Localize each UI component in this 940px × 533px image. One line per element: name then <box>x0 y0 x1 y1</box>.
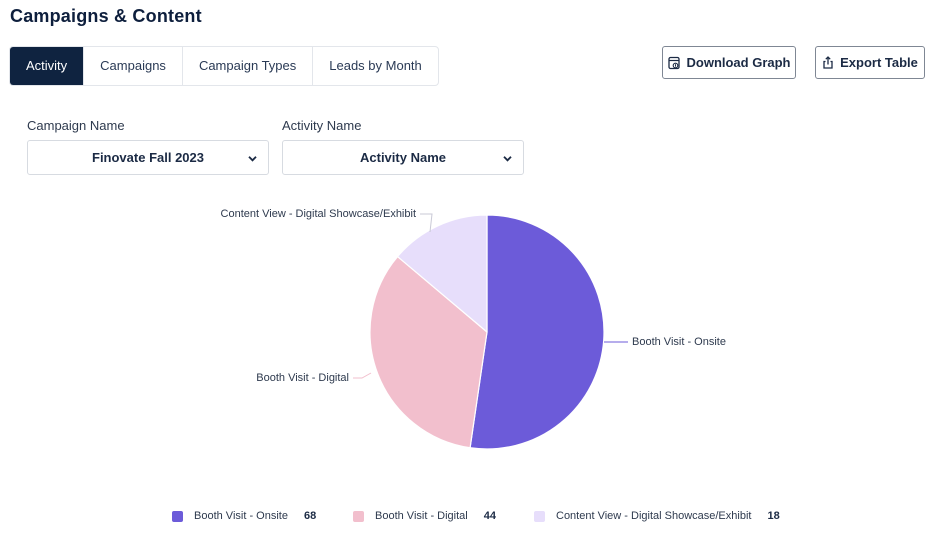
activity-name-select[interactable]: Activity Name <box>282 140 524 175</box>
legend-label: Content View - Digital Showcase/Exhibit <box>556 510 752 522</box>
download-graph-label: Download Graph <box>686 55 791 70</box>
legend-value: 68 <box>303 510 317 522</box>
campaign-name-value: Finovate Fall 2023 <box>92 150 204 165</box>
legend-label: Booth Visit - Onsite <box>194 510 288 522</box>
pie-slice-onsite[interactable] <box>469 214 605 450</box>
tab-bar: Activity Campaigns Campaign Types Leads … <box>9 46 439 86</box>
download-graph-button[interactable]: Download Graph <box>662 46 796 79</box>
legend-label: Booth Visit - Digital <box>375 510 468 522</box>
legend-value: 44 <box>483 510 496 522</box>
chevron-down-icon <box>502 152 513 167</box>
legend-swatch-digital <box>353 510 364 522</box>
activity-name-value: Activity Name <box>360 150 446 165</box>
chart-legend: Booth Visit - Onsite 68 Booth Visit - Di… <box>0 510 940 526</box>
tab-campaign-types[interactable]: Campaign Types <box>183 47 314 85</box>
campaign-name-label: Campaign Name <box>27 118 125 133</box>
activity-name-label: Activity Name <box>282 118 362 133</box>
campaign-name-select[interactable]: Finovate Fall 2023 <box>27 140 269 175</box>
legend-value: 18 <box>767 510 780 522</box>
legend-swatch-onsite <box>172 510 183 522</box>
pie-leader-line <box>420 213 433 233</box>
pie-label-onsite: Booth Visit - Onsite <box>632 336 726 348</box>
tab-activity[interactable]: Activity <box>10 47 85 85</box>
pie-slice-digital[interactable] <box>369 255 488 449</box>
download-graph-icon <box>667 56 681 70</box>
export-icon <box>822 56 834 69</box>
pie-chart: Booth Visit - Onsite Booth Visit - Digita… <box>221 208 726 450</box>
pie-slice-content-view[interactable] <box>396 214 488 334</box>
legend-item[interactable]: Booth Visit - Digital 44 <box>353 510 496 522</box>
pie-label-content-view: Content View - Digital Showcase/Exhibit <box>221 208 416 220</box>
export-table-button[interactable]: Export Table <box>815 46 925 79</box>
tab-leads-by-month[interactable]: Leads by Month <box>329 58 422 73</box>
page-title: Campaigns & Content <box>10 6 202 26</box>
legend-item[interactable]: Booth Visit - Onsite 68 <box>172 510 316 522</box>
legend-swatch-content-view <box>534 510 545 522</box>
pie-leader-line <box>353 372 372 379</box>
legend-item[interactable]: Content View - Digital Showcase/Exhibit … <box>534 510 780 522</box>
export-table-label: Export Table <box>840 55 918 70</box>
chevron-down-icon <box>247 152 258 167</box>
pie-label-digital: Booth Visit - Digital <box>256 372 349 384</box>
tab-campaigns[interactable]: Campaigns <box>84 47 183 85</box>
